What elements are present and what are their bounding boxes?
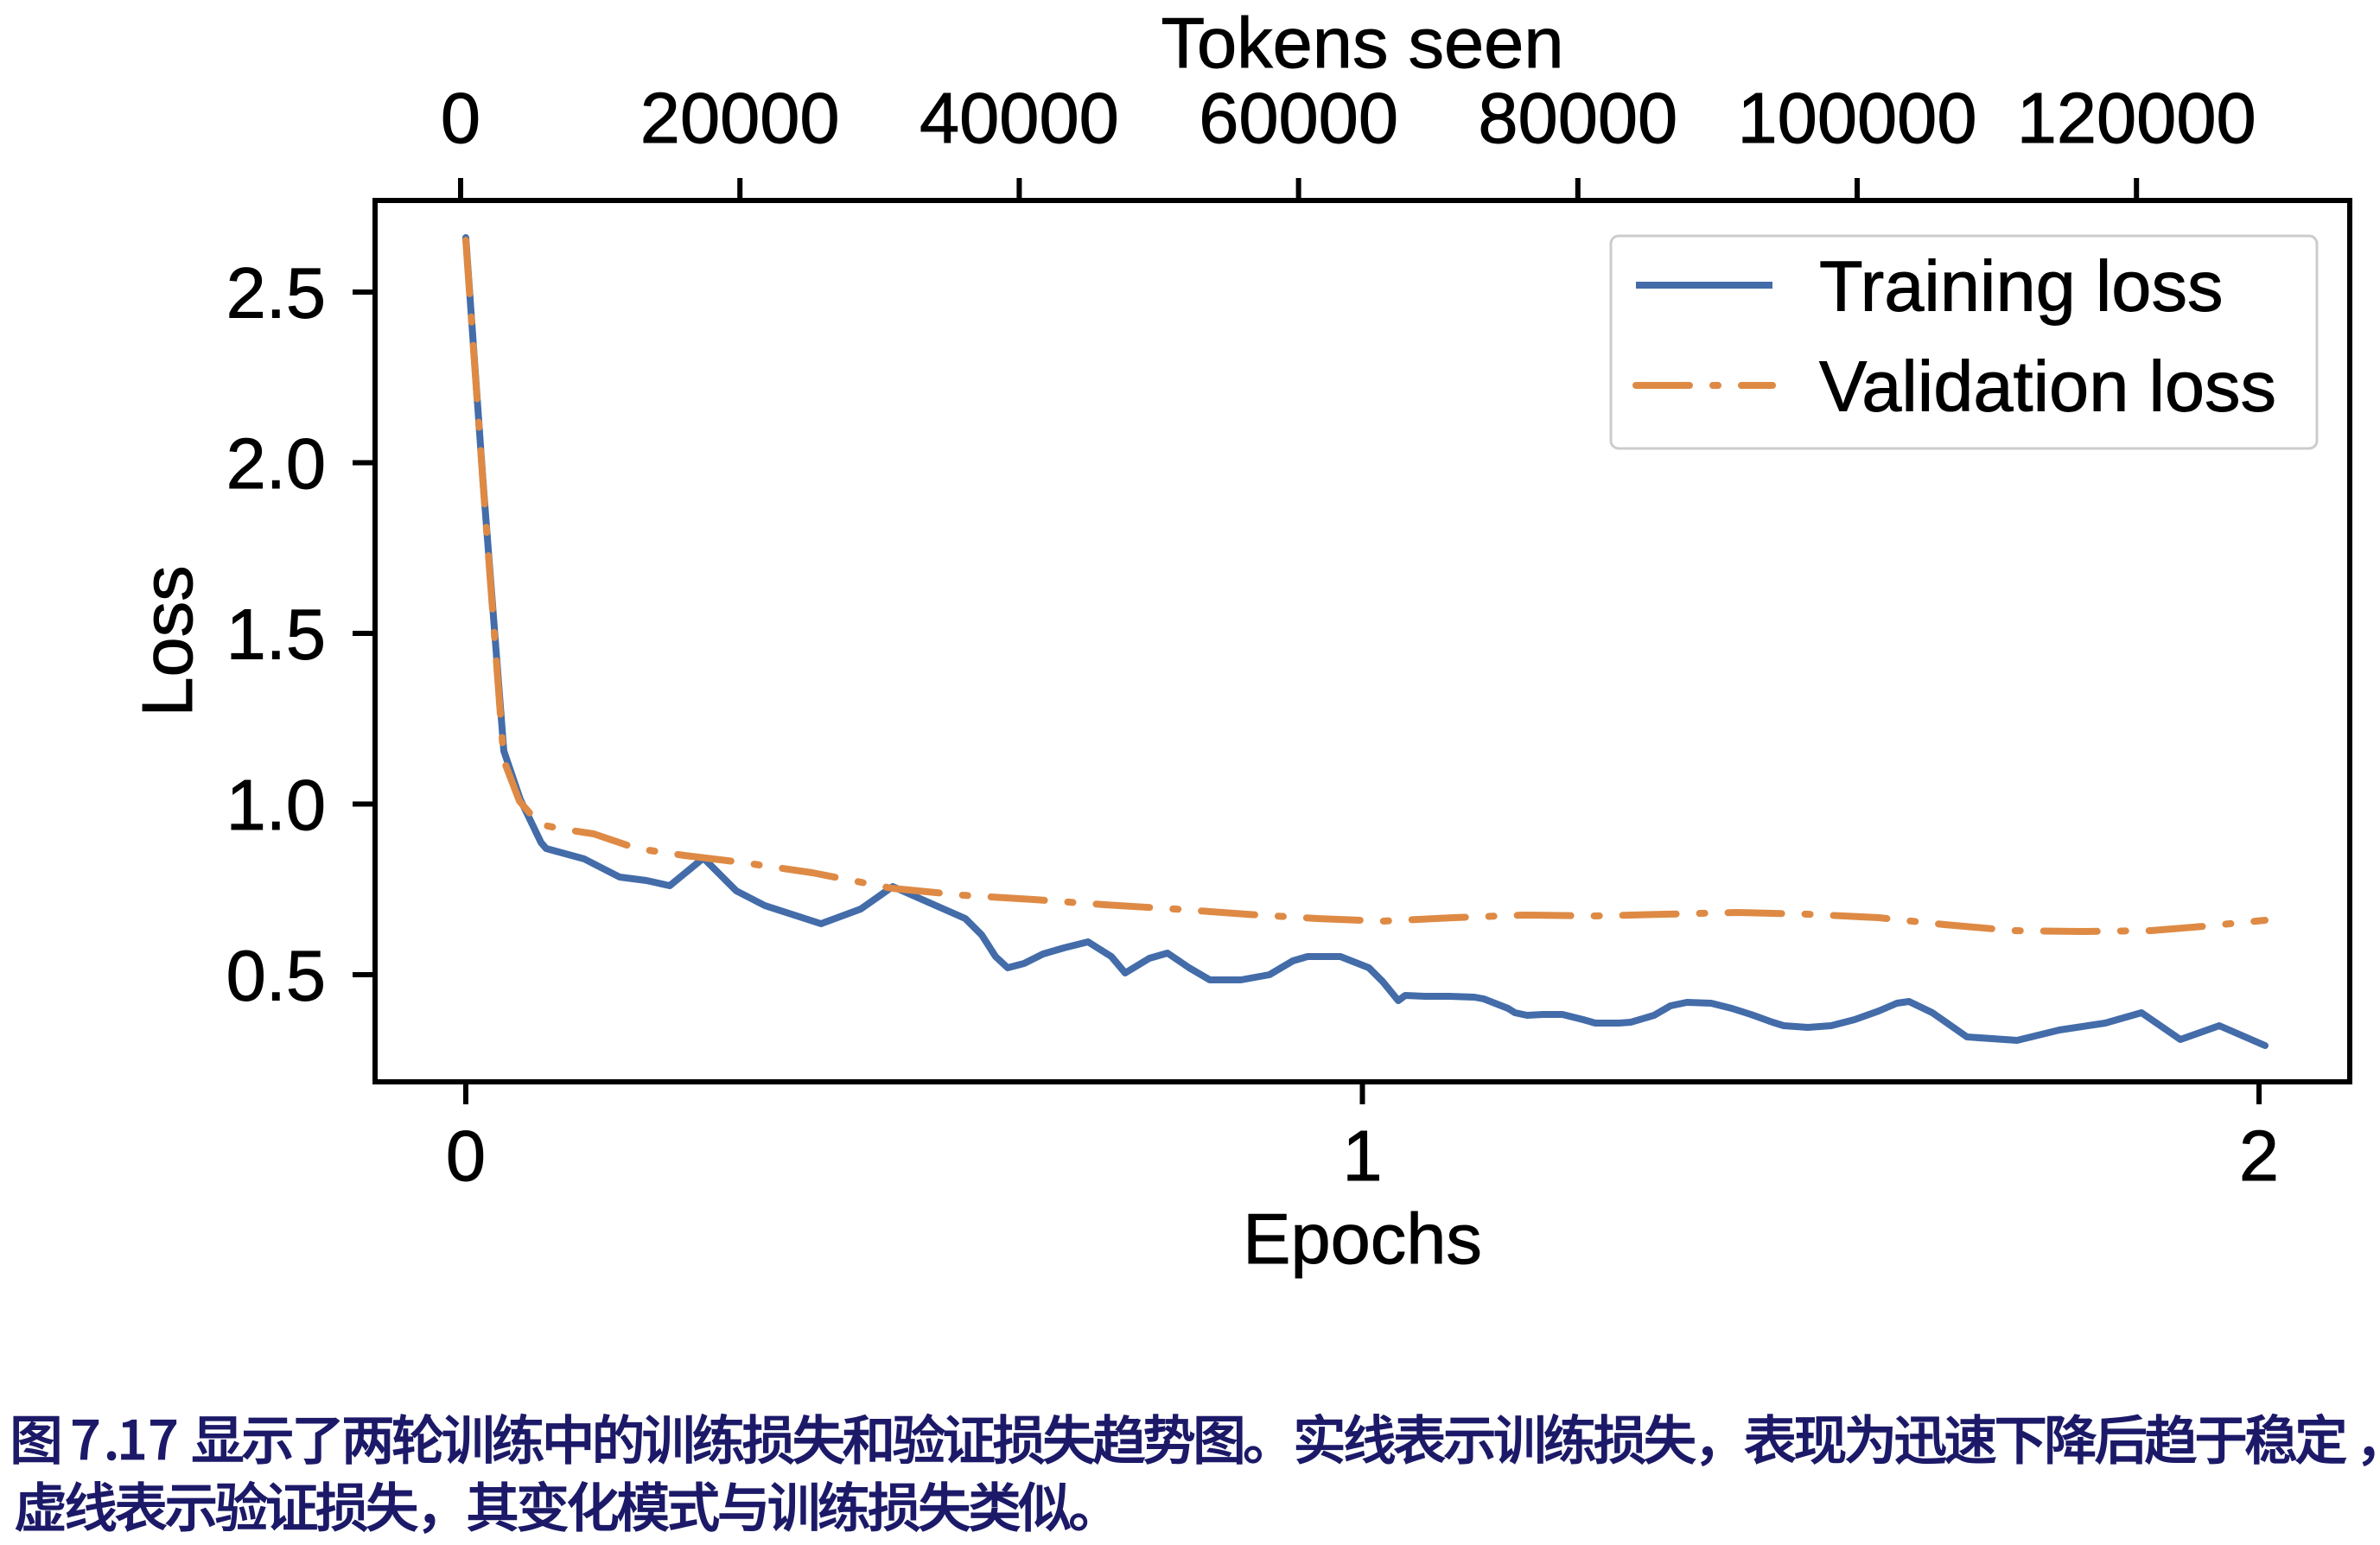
svg-text:Validation loss: Validation loss [1819, 347, 2276, 427]
svg-text:120000: 120000 [2017, 78, 2256, 158]
svg-text:1: 1 [1342, 1116, 1382, 1196]
svg-text:1.5: 1.5 [226, 594, 326, 675]
svg-text:2: 2 [2239, 1116, 2279, 1196]
svg-text:1.0: 1.0 [226, 765, 326, 845]
svg-text:Training loss: Training loss [1819, 246, 2223, 327]
svg-text:20000: 20000 [640, 78, 840, 158]
svg-text:2.5: 2.5 [226, 253, 326, 334]
svg-text:0: 0 [441, 78, 480, 158]
svg-text:80000: 80000 [1478, 78, 1677, 158]
svg-text:0.5: 0.5 [226, 936, 326, 1016]
svg-text:40000: 40000 [920, 78, 1119, 158]
svg-text:Tokens seen: Tokens seen [1161, 3, 1563, 83]
svg-text:100000: 100000 [1738, 78, 1977, 158]
svg-text:2.0: 2.0 [226, 423, 326, 504]
svg-text:Epochs: Epochs [1243, 1198, 1482, 1279]
svg-text:Loss: Loss [127, 565, 207, 716]
svg-text:60000: 60000 [1199, 78, 1398, 158]
svg-text:0: 0 [446, 1116, 486, 1196]
